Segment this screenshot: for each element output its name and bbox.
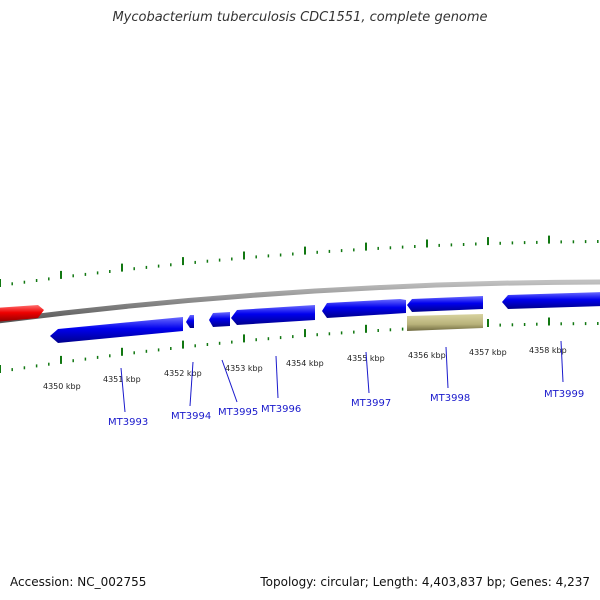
outer-tick-marks [0, 235, 599, 287]
gene-label-mt3994: MT3994 [171, 411, 211, 422]
gene-label-mt3999: MT3999 [544, 389, 584, 400]
genome-summary-text: Topology: circular; Length: 4,403,837 bp… [260, 575, 590, 589]
position-label: 4352 kbp [164, 369, 202, 378]
accession-text: Accession: NC_002755 [10, 575, 147, 589]
connector-mt3998 [445, 346, 449, 389]
gene-label-mt3995: MT3995 [218, 407, 258, 418]
connector-mt3996 [275, 355, 279, 399]
gene-labels: MT3993 MT3994 MT3995 MT3996 MT3997 MT399… [108, 389, 584, 428]
gene-arrow-mt3996 [231, 305, 315, 325]
genome-backbone [0, 279, 600, 324]
position-label: 4354 kbp [286, 359, 324, 368]
gene-arrow-mt3993 [50, 317, 183, 343]
connector-mt3995 [221, 359, 238, 403]
connector-mt3993 [120, 367, 126, 413]
position-label: 4355 kbp [347, 354, 385, 363]
position-label: 4350 kbp [43, 382, 81, 391]
position-label: 4356 kbp [408, 351, 446, 360]
connector-mt3997 [365, 351, 370, 394]
gene-arrow-mt3998 [407, 296, 483, 312]
connector-mt3994 [189, 361, 194, 407]
feature-box [407, 314, 483, 331]
gene-arrow-mt3995 [209, 312, 230, 327]
position-label: 4358 kbp [529, 346, 567, 355]
gene-arrow-mt3994 [186, 315, 194, 328]
connector-mt3999 [560, 340, 564, 383]
gene-arrow-reverse [0, 305, 44, 322]
gene-label-mt3997: MT3997 [351, 398, 391, 409]
gene-arrow-mt3999 [502, 292, 600, 309]
position-label: 4357 kbp [469, 348, 507, 357]
gene-label-mt3993: MT3993 [108, 417, 148, 428]
gene-label-mt3998: MT3998 [430, 393, 470, 404]
gene-label-mt3996: MT3996 [261, 404, 301, 415]
position-label: 4353 kbp [225, 364, 263, 373]
gene-arrow-mt3997 [322, 299, 406, 318]
map-title: Mycobacterium tuberculosis CDC1551, comp… [112, 10, 488, 25]
gene-label-connectors [120, 340, 564, 413]
